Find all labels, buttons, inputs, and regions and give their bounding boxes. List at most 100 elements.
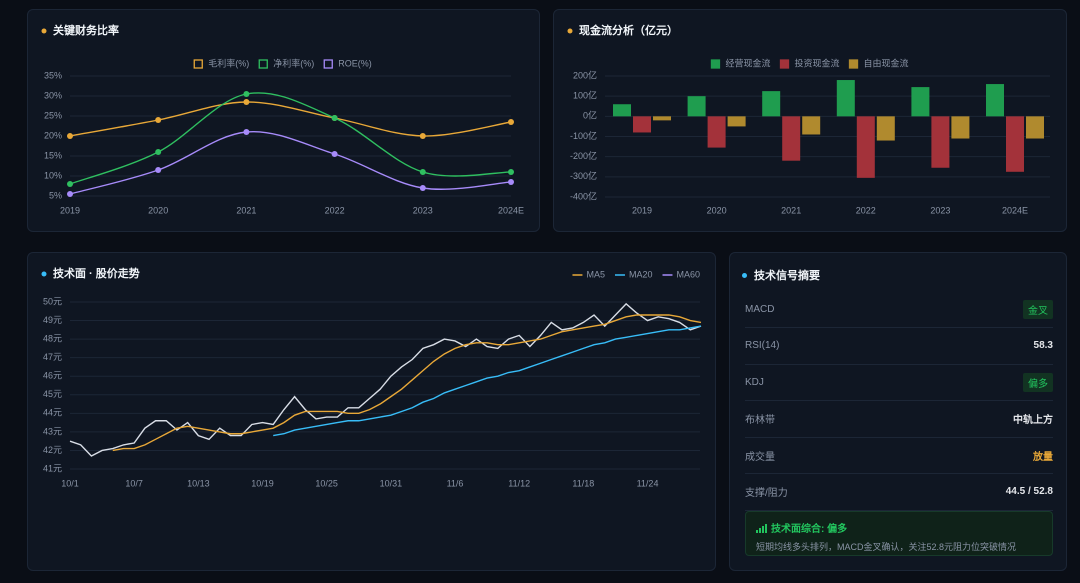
point	[155, 149, 162, 155]
bar	[876, 116, 895, 141]
point	[419, 133, 426, 139]
point	[155, 167, 162, 173]
y-tick-label: 25%	[44, 110, 62, 120]
line	[273, 325, 702, 437]
line	[69, 101, 512, 137]
signal-value: 中轨上方	[1013, 415, 1053, 426]
point	[243, 99, 250, 105]
point	[508, 179, 514, 185]
summary-box: 技术面综合: 偏多 短期均线多头排列，MACD金叉确认，关注52.8元阻力位突破…	[745, 511, 1053, 556]
y-tick-label: -300亿	[570, 170, 597, 181]
legend-marker	[258, 59, 268, 69]
y-tick-label: 10%	[44, 170, 62, 180]
bar	[986, 84, 1004, 117]
x-tick-label: 11/12	[508, 478, 530, 488]
point	[508, 169, 514, 175]
signal-row: KDJ 偏多	[745, 364, 1053, 401]
bar	[653, 116, 671, 121]
legend-marker	[710, 59, 721, 69]
y-tick-label: 49元	[43, 315, 62, 325]
point	[67, 181, 73, 187]
y-tick-label: 46元	[43, 371, 62, 381]
y-tick-label: 45元	[43, 389, 62, 399]
y-tick-label: 20%	[44, 130, 62, 140]
signal-label: RSI(14)	[745, 340, 780, 351]
signal-row: RSI(14) 58.3	[745, 328, 1053, 365]
legend-label: 自由现金流	[864, 57, 909, 68]
y-tick-label: 0亿	[583, 110, 597, 121]
summary-title-text: 技术面综合: 偏多	[771, 524, 848, 535]
panel	[27, 9, 540, 232]
legend-label: MA5	[586, 269, 605, 279]
x-tick-label: 2019	[60, 205, 80, 215]
line	[112, 314, 702, 452]
point	[67, 133, 73, 139]
point	[331, 151, 338, 157]
point	[155, 117, 162, 123]
bar	[762, 91, 781, 117]
signal-value: 44.5 / 52.8	[1005, 486, 1053, 497]
x-tick-label: 2022	[325, 205, 345, 215]
y-tick-label: 30%	[44, 90, 62, 100]
bar	[782, 116, 801, 161]
x-tick-label: 2022	[856, 205, 876, 215]
title-dot	[41, 271, 47, 277]
y-tick-label: 35%	[44, 70, 62, 80]
signal-value: 放量	[1033, 451, 1053, 463]
panel	[27, 252, 716, 571]
signal-value: 金叉	[1023, 299, 1053, 319]
x-tick-label: 10/19	[251, 478, 274, 488]
bar	[1006, 116, 1024, 172]
bar	[931, 116, 950, 168]
y-tick-label: -200亿	[570, 150, 597, 161]
icon	[756, 524, 767, 533]
y-tick-label: 44元	[43, 408, 62, 418]
y-tick-label: 50元	[43, 296, 62, 306]
signal-label: 支撑/阻力	[745, 488, 788, 499]
signal-panel: 技术信号摘要 MACD 金叉 RSI(14) 58.3 KDJ 偏多 布林带 中轨上方 成交量 放…	[729, 252, 1067, 571]
legend-label: 净利率(%)	[273, 57, 314, 68]
legend-label: MA60	[676, 269, 700, 279]
x-tick-label: 2020	[707, 205, 727, 215]
signal-value: 偏多	[1023, 372, 1053, 392]
y-tick-label: 5%	[49, 190, 62, 200]
legend-marker	[323, 59, 333, 69]
legend-marker	[779, 59, 790, 69]
signal-label: KDJ	[745, 376, 764, 388]
x-tick-label: 2021	[236, 205, 256, 215]
x-tick-label: 10/13	[187, 478, 210, 488]
y-tick-label: 48元	[43, 333, 62, 343]
summary-text: 短期均线多头排列，MACD金叉确认，关注52.8元阻力位突破情况	[756, 542, 1017, 552]
point	[67, 191, 73, 197]
title-dot	[567, 28, 573, 34]
x-tick-label: 11/24	[637, 478, 659, 488]
x-tick-label: 10/31	[380, 478, 403, 488]
bar	[802, 116, 821, 135]
chart-title: 现金流分析（亿元）	[579, 23, 678, 37]
legend-label: ROE(%)	[338, 58, 372, 68]
y-tick-label: 42元	[43, 445, 62, 455]
bar	[687, 96, 706, 117]
line	[69, 92, 512, 185]
x-tick-label: 10/25	[315, 478, 338, 488]
bar	[836, 80, 855, 117]
chart-title: 技术面 · 股价走势	[53, 266, 140, 280]
legend-label: 投资现金流	[794, 57, 839, 68]
bar	[613, 104, 631, 117]
signal-row: 成交量 放量	[745, 437, 1053, 474]
y-tick-label: -100亿	[570, 130, 597, 141]
point	[419, 169, 426, 175]
y-tick-label: -400亿	[570, 190, 597, 201]
signal-row: 支撑/阻力 44.5 / 52.8	[745, 474, 1053, 511]
bar	[707, 116, 726, 148]
legend-label: 经营现金流	[725, 57, 770, 68]
x-tick-label: 2024E	[1002, 205, 1028, 215]
x-tick-label: 11/18	[572, 478, 594, 488]
bar	[727, 116, 746, 127]
point	[243, 129, 250, 135]
point	[243, 91, 250, 97]
y-tick-label: 200亿	[573, 69, 597, 80]
y-tick-label: 43元	[43, 426, 62, 436]
